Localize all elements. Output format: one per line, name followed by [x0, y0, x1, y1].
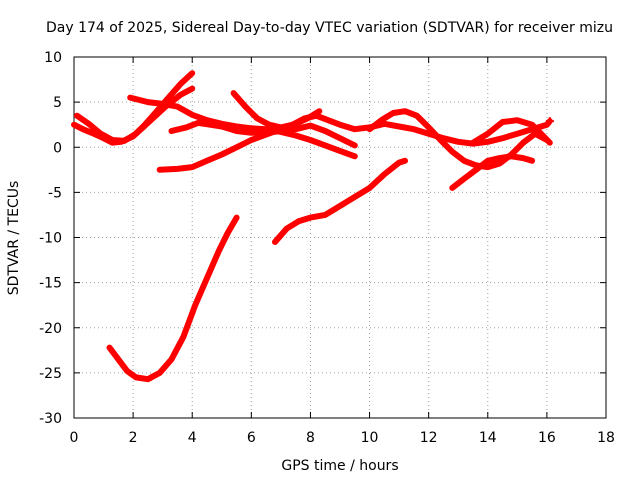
- y-axis-title: SDTVAR / TECUs: [6, 181, 22, 296]
- ticks-layer: 0 2 4 6 8 10 12 14 16 18 -30 -25 -20 -15 -10 -5 0 5 10: [39, 50, 615, 446]
- x-tick-label: 8: [306, 430, 315, 446]
- y-tick-label: 0: [53, 140, 62, 156]
- x-axis-title: GPS time / hours: [281, 458, 398, 474]
- chart-title: Day 174 of 2025, Sidereal Day-to-day VTE…: [46, 20, 613, 36]
- y-tick-label: -15: [39, 276, 62, 292]
- x-tick-label: 16: [538, 430, 556, 446]
- series-sat-j: [449, 153, 536, 191]
- y-tick-label: -5: [48, 185, 62, 201]
- x-tick-label: 18: [597, 430, 615, 446]
- x-tick-label: 10: [361, 430, 379, 446]
- series-sat-h: [272, 157, 408, 245]
- series-sat-f: [168, 119, 358, 149]
- series-sat-c: [106, 214, 240, 383]
- series-sat-k: [470, 117, 553, 146]
- x-tick-label: 0: [70, 430, 79, 446]
- y-tick-label: -20: [39, 321, 62, 337]
- y-tick-label: -10: [39, 231, 62, 247]
- x-tick-label: 12: [420, 430, 438, 446]
- series-sat-b: [74, 85, 196, 144]
- series-sat-d: [127, 94, 358, 160]
- x-tick-label: 14: [479, 430, 497, 446]
- y-tick-label: 5: [53, 95, 62, 111]
- end-marker: [545, 117, 554, 126]
- x-tick-label: 2: [129, 430, 138, 446]
- y-tick-label: -30: [39, 411, 62, 427]
- x-tick-label: 6: [247, 430, 256, 446]
- x-tick-label: 4: [188, 430, 197, 446]
- y-tick-label: 10: [44, 50, 62, 66]
- series-sat-i: [366, 108, 550, 171]
- series-layer: [71, 70, 554, 383]
- series-sat-g: [230, 90, 553, 147]
- y-tick-label: -25: [39, 366, 62, 382]
